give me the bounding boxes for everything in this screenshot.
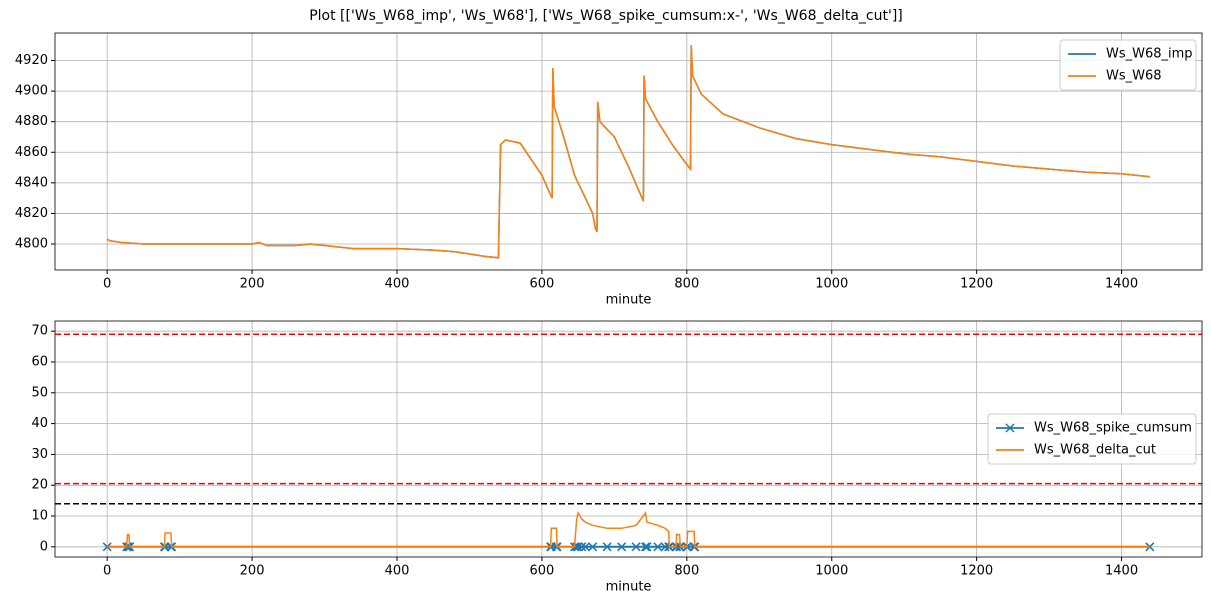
x-tick-label: 800: [674, 277, 699, 292]
marker: [580, 542, 590, 552]
x-tick-label: 600: [529, 277, 554, 292]
y-tick-label: 10: [31, 509, 48, 524]
y-tick-label: 40: [31, 416, 48, 431]
marker: [602, 542, 612, 552]
y-tick-label: 20: [31, 478, 48, 493]
legend-box: [1059, 39, 1197, 91]
axes-frame: [54, 32, 1203, 271]
marker: [631, 542, 641, 552]
y-tick-label: 4820: [15, 206, 48, 221]
x-tick-label: 1000: [815, 564, 848, 579]
x-tick-label: 600: [529, 564, 554, 579]
x-tick-label: 1400: [1105, 277, 1138, 292]
plot-area: [55, 333, 1202, 552]
y-tick-label: 50: [31, 385, 48, 400]
x-tick-label: 400: [385, 564, 410, 579]
x-tick-label: 200: [240, 564, 265, 579]
y-tick-label: 0: [40, 539, 48, 554]
y-tick-label: 60: [31, 354, 48, 369]
figure-title: Plot [['Ws_W68_imp', 'Ws_W68'], ['Ws_W68…: [309, 8, 903, 24]
y-tick-label: 4880: [15, 114, 48, 129]
marker: [577, 542, 587, 552]
x-tick-label: 0: [103, 564, 111, 579]
legend-marker: [1005, 423, 1015, 433]
y-tick-label: 4900: [15, 84, 48, 99]
y-tick-label: 4840: [15, 175, 48, 190]
legend-label: Ws_W68: [1106, 69, 1162, 84]
y-tick-label: 70: [31, 324, 48, 339]
marker: [653, 542, 663, 552]
y-tick-label: 4860: [15, 145, 48, 160]
x-tick-label: 400: [385, 277, 410, 292]
plot-area: [106, 45, 1150, 259]
legend-label: Ws_W68_spike_cumsum: [1034, 421, 1192, 436]
marker: [683, 542, 693, 552]
y-tick-label: 30: [31, 447, 48, 462]
series-line: [106, 45, 1150, 259]
marker: [642, 542, 652, 552]
axes-frame: [54, 320, 1203, 558]
x-tick-label: 200: [240, 277, 265, 292]
marker: [640, 542, 651, 552]
y-tick-label: 4920: [15, 53, 48, 68]
marker: [1145, 542, 1155, 552]
marker: [588, 542, 598, 552]
x-axis-label: minute: [606, 293, 652, 308]
series-line: [107, 510, 1150, 548]
x-tick-label: 1200: [960, 277, 993, 292]
marker: [573, 542, 583, 552]
marker: [617, 542, 627, 552]
x-tick-label: 1200: [960, 564, 993, 579]
x-axis-label: minute: [606, 580, 652, 595]
legend-label: Ws_W68_delta_cut: [1034, 443, 1156, 458]
x-tick-label: 1000: [815, 277, 848, 292]
y-tick-label: 4800: [15, 237, 48, 252]
marker: [102, 542, 112, 552]
legend-box: [987, 413, 1197, 465]
x-tick-label: 0: [103, 277, 111, 292]
legend-label: Ws_W68_imp: [1106, 47, 1193, 62]
x-tick-label: 800: [674, 564, 699, 579]
x-tick-label: 1400: [1105, 564, 1138, 579]
